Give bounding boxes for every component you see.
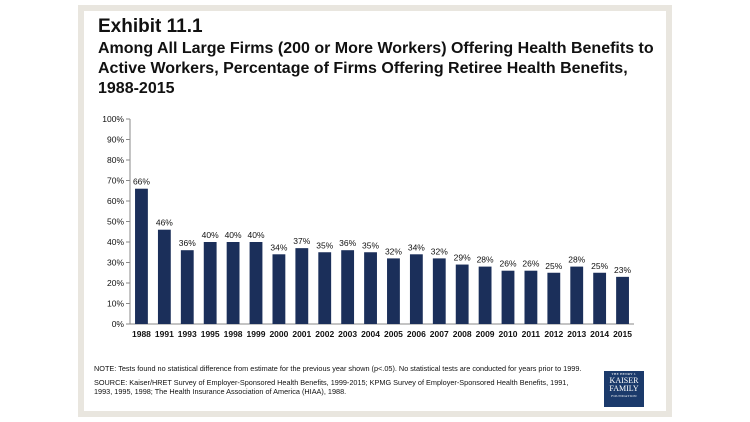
x-tick-label: 2009: [476, 329, 495, 339]
x-tick-label: 2006: [407, 329, 426, 339]
data-label: 32%: [431, 246, 448, 256]
data-label: 26%: [499, 259, 516, 269]
chart-title: Among All Large Firms (200 or More Worke…: [98, 40, 654, 97]
data-label: 40%: [247, 230, 264, 240]
bar: [157, 229, 171, 324]
data-label: 40%: [202, 230, 219, 240]
bar: [272, 254, 286, 324]
bar-chart: 0% 10% 20% 30% 40% 50% 60% 70% 80% 90% 100% 66% 1988…: [102, 114, 634, 339]
x-tick-label: 1998: [224, 329, 243, 339]
title-block: Exhibit 11.1 Among All Large Firms (200 …: [98, 15, 658, 99]
bar: [570, 266, 584, 324]
x-tick-label: 1993: [178, 329, 197, 339]
bar: [387, 258, 400, 324]
data-label: 23%: [614, 265, 631, 275]
data-label: 25%: [545, 261, 562, 271]
y-tick-label: 70%: [107, 176, 124, 186]
x-tick-label: 1995: [201, 329, 220, 339]
x-tick-label: 2015: [613, 329, 632, 339]
y-tick-label: 20%: [107, 278, 124, 288]
y-tick-label: 50%: [107, 217, 124, 227]
data-label: 35%: [316, 240, 333, 250]
x-tick-label: 2011: [522, 329, 541, 339]
x-tick-label: 2008: [453, 329, 472, 339]
data-label: 29%: [454, 253, 471, 263]
bar: [432, 258, 446, 324]
bar: [135, 188, 148, 324]
note-text: NOTE: Tests found no statistical differe…: [94, 364, 582, 373]
data-label: 34%: [408, 242, 425, 252]
kff-logo: THE HENRY J. KAISER FAMILY FOUNDATION: [604, 371, 644, 407]
data-label: 28%: [477, 255, 494, 265]
bar: [547, 272, 561, 324]
bar: [524, 270, 538, 324]
bar: [364, 252, 377, 324]
x-tick-label: 1999: [247, 329, 266, 339]
data-label: 36%: [339, 238, 356, 248]
y-tick-label: 30%: [107, 258, 124, 268]
logo-line-3: FAMILY: [609, 384, 639, 393]
data-label: 25%: [591, 261, 608, 271]
data-label: 28%: [568, 255, 585, 265]
bar: [409, 254, 423, 324]
x-tick-label: 2007: [430, 329, 449, 339]
bar: [501, 270, 515, 324]
data-label: 66%: [133, 177, 150, 187]
bar: [203, 242, 217, 324]
x-tick-label: 2004: [361, 329, 380, 339]
bar: [249, 242, 263, 324]
data-label: 34%: [270, 242, 287, 252]
bar: [616, 276, 629, 324]
x-tick-label: 2002: [315, 329, 334, 339]
bar: [180, 250, 194, 324]
data-label: 32%: [385, 246, 402, 256]
bar: [478, 266, 492, 324]
bar: [341, 250, 355, 324]
y-tick-label: 40%: [107, 237, 124, 247]
logo-line-1: THE HENRY J.: [611, 372, 637, 376]
data-label: 46%: [156, 218, 173, 228]
x-tick-label: 2000: [269, 329, 288, 339]
bar: [295, 248, 309, 324]
x-tick-label: 2003: [338, 329, 357, 339]
exhibit-label: Exhibit 11.1: [98, 16, 203, 37]
y-tick-label: 80%: [107, 155, 124, 165]
logo-line-4: FOUNDATION: [611, 394, 637, 398]
x-tick-label: 2010: [499, 329, 518, 339]
y-tick-label: 90%: [107, 135, 124, 145]
x-tick-label: 2013: [567, 329, 586, 339]
notes: NOTE: Tests found no statistical differe…: [94, 364, 584, 401]
data-label: 36%: [179, 238, 196, 248]
bar: [455, 264, 469, 324]
y-tick-label: 100%: [102, 114, 124, 124]
bar: [593, 272, 607, 324]
data-label: 40%: [225, 230, 242, 240]
x-tick-label: 2005: [384, 329, 403, 339]
x-tick-label: 2001: [292, 329, 311, 339]
bar: [226, 242, 240, 324]
logo-line-2: KAISER: [609, 376, 639, 385]
y-tick-label: 60%: [107, 196, 124, 206]
y-tick-label: 0%: [112, 319, 125, 329]
data-label: 26%: [522, 259, 539, 269]
x-tick-label: 1988: [132, 329, 151, 339]
source-text: SOURCE: Kaiser/HRET Survey of Employer-S…: [94, 377, 569, 397]
data-label: 37%: [293, 236, 310, 246]
y-tick-label: 10%: [107, 299, 124, 309]
x-tick-label: 1991: [155, 329, 174, 339]
slide: Exhibit 11.1 Among All Large Firms (200 …: [84, 11, 666, 411]
bar: [318, 252, 332, 324]
data-label: 35%: [362, 240, 379, 250]
x-tick-label: 2012: [544, 329, 563, 339]
x-tick-label: 2014: [590, 329, 609, 339]
